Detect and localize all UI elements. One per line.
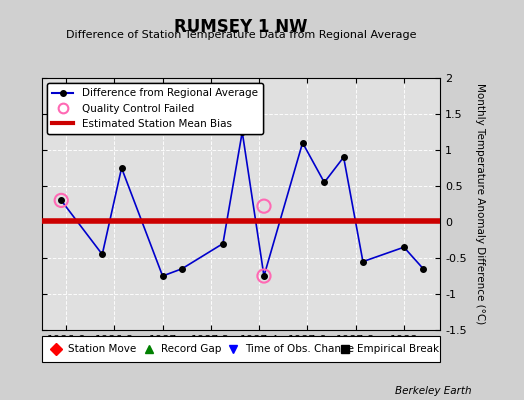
Quality Control Failed [57, 197, 66, 204]
Text: Time of Obs. Change: Time of Obs. Change [245, 344, 354, 354]
Text: Record Gap: Record Gap [161, 344, 222, 354]
Difference from Regional Average [360, 259, 366, 264]
Difference from Regional Average [239, 130, 245, 134]
Difference from Regional Average [321, 180, 328, 185]
Text: Empirical Break: Empirical Break [356, 344, 439, 354]
Text: Difference of Station Temperature Data from Regional Average: Difference of Station Temperature Data f… [66, 30, 416, 40]
Difference from Regional Average [261, 274, 267, 278]
Difference from Regional Average [220, 241, 226, 246]
Difference from Regional Average [420, 266, 427, 271]
Line: Difference from Regional Average: Difference from Regional Average [59, 129, 426, 279]
Quality Control Failed [260, 273, 268, 279]
Difference from Regional Average [341, 155, 347, 160]
Text: Station Move: Station Move [68, 344, 136, 354]
Legend: Difference from Regional Average, Quality Control Failed, Estimated Station Mean: Difference from Regional Average, Qualit… [47, 83, 263, 134]
Difference from Regional Average [58, 198, 64, 203]
Text: RUMSEY 1 NW: RUMSEY 1 NW [174, 18, 308, 36]
Difference from Regional Average [299, 140, 305, 145]
Difference from Regional Average [159, 274, 166, 278]
Difference from Regional Average [179, 266, 185, 271]
Difference from Regional Average [401, 245, 407, 250]
Y-axis label: Monthly Temperature Anomaly Difference (°C): Monthly Temperature Anomaly Difference (… [475, 83, 485, 325]
Difference from Regional Average [118, 166, 125, 170]
Quality Control Failed [260, 203, 268, 209]
Text: Berkeley Earth: Berkeley Earth [395, 386, 472, 396]
Difference from Regional Average [99, 252, 105, 257]
